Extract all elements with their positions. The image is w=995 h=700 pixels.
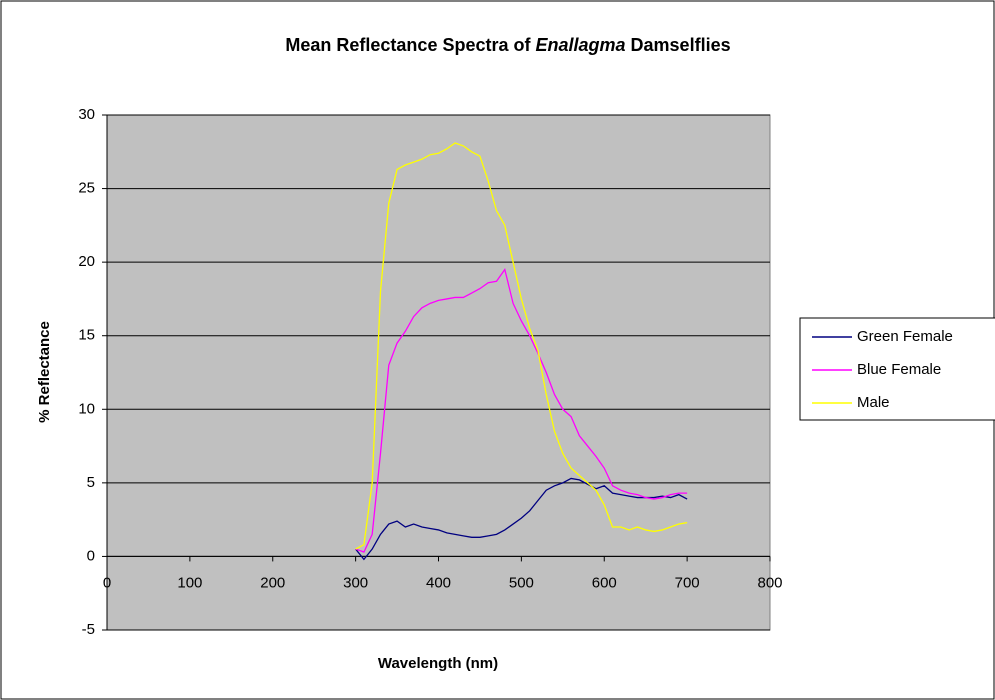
- series-line: [355, 142, 688, 550]
- plot-area: [106, 114, 771, 631]
- y-tick-label: 25: [78, 180, 95, 197]
- title-part: Mean Reflectance Spectra of: [285, 35, 535, 55]
- x-tick-label: 300: [343, 574, 368, 591]
- chart-title: Mean Reflectance Spectra of Enallagma Da…: [285, 35, 730, 55]
- x-tick-label: 500: [509, 574, 534, 591]
- x-tick-label: 200: [260, 574, 285, 591]
- y-tick-label: 10: [78, 400, 95, 417]
- legend-label: Blue Female: [857, 361, 941, 378]
- x-tick-label: 100: [177, 574, 202, 591]
- y-tick-label: 20: [78, 253, 95, 270]
- y-axis-title: % Reflectance: [36, 321, 53, 423]
- legend-label: Male: [857, 394, 890, 411]
- y-tick-label: 30: [78, 106, 95, 123]
- series-line: [355, 267, 688, 553]
- y-tick-label: 5: [87, 474, 95, 491]
- x-axis-title: Wavelength (nm): [378, 655, 498, 672]
- y-tick-label: 0: [87, 547, 95, 564]
- title-part: Enallagma: [535, 35, 625, 55]
- x-tick-label: 600: [592, 574, 617, 591]
- x-tick-label: 700: [675, 574, 700, 591]
- y-tick-label: -5: [82, 621, 95, 638]
- title-part: Damselflies: [626, 35, 731, 55]
- series-line: [355, 477, 688, 561]
- legend-label: Green Female: [857, 328, 953, 345]
- x-tick-label: 800: [757, 574, 782, 591]
- x-tick-label: 0: [103, 574, 111, 591]
- y-tick-label: 15: [78, 327, 95, 344]
- x-tick-label: 400: [426, 574, 451, 591]
